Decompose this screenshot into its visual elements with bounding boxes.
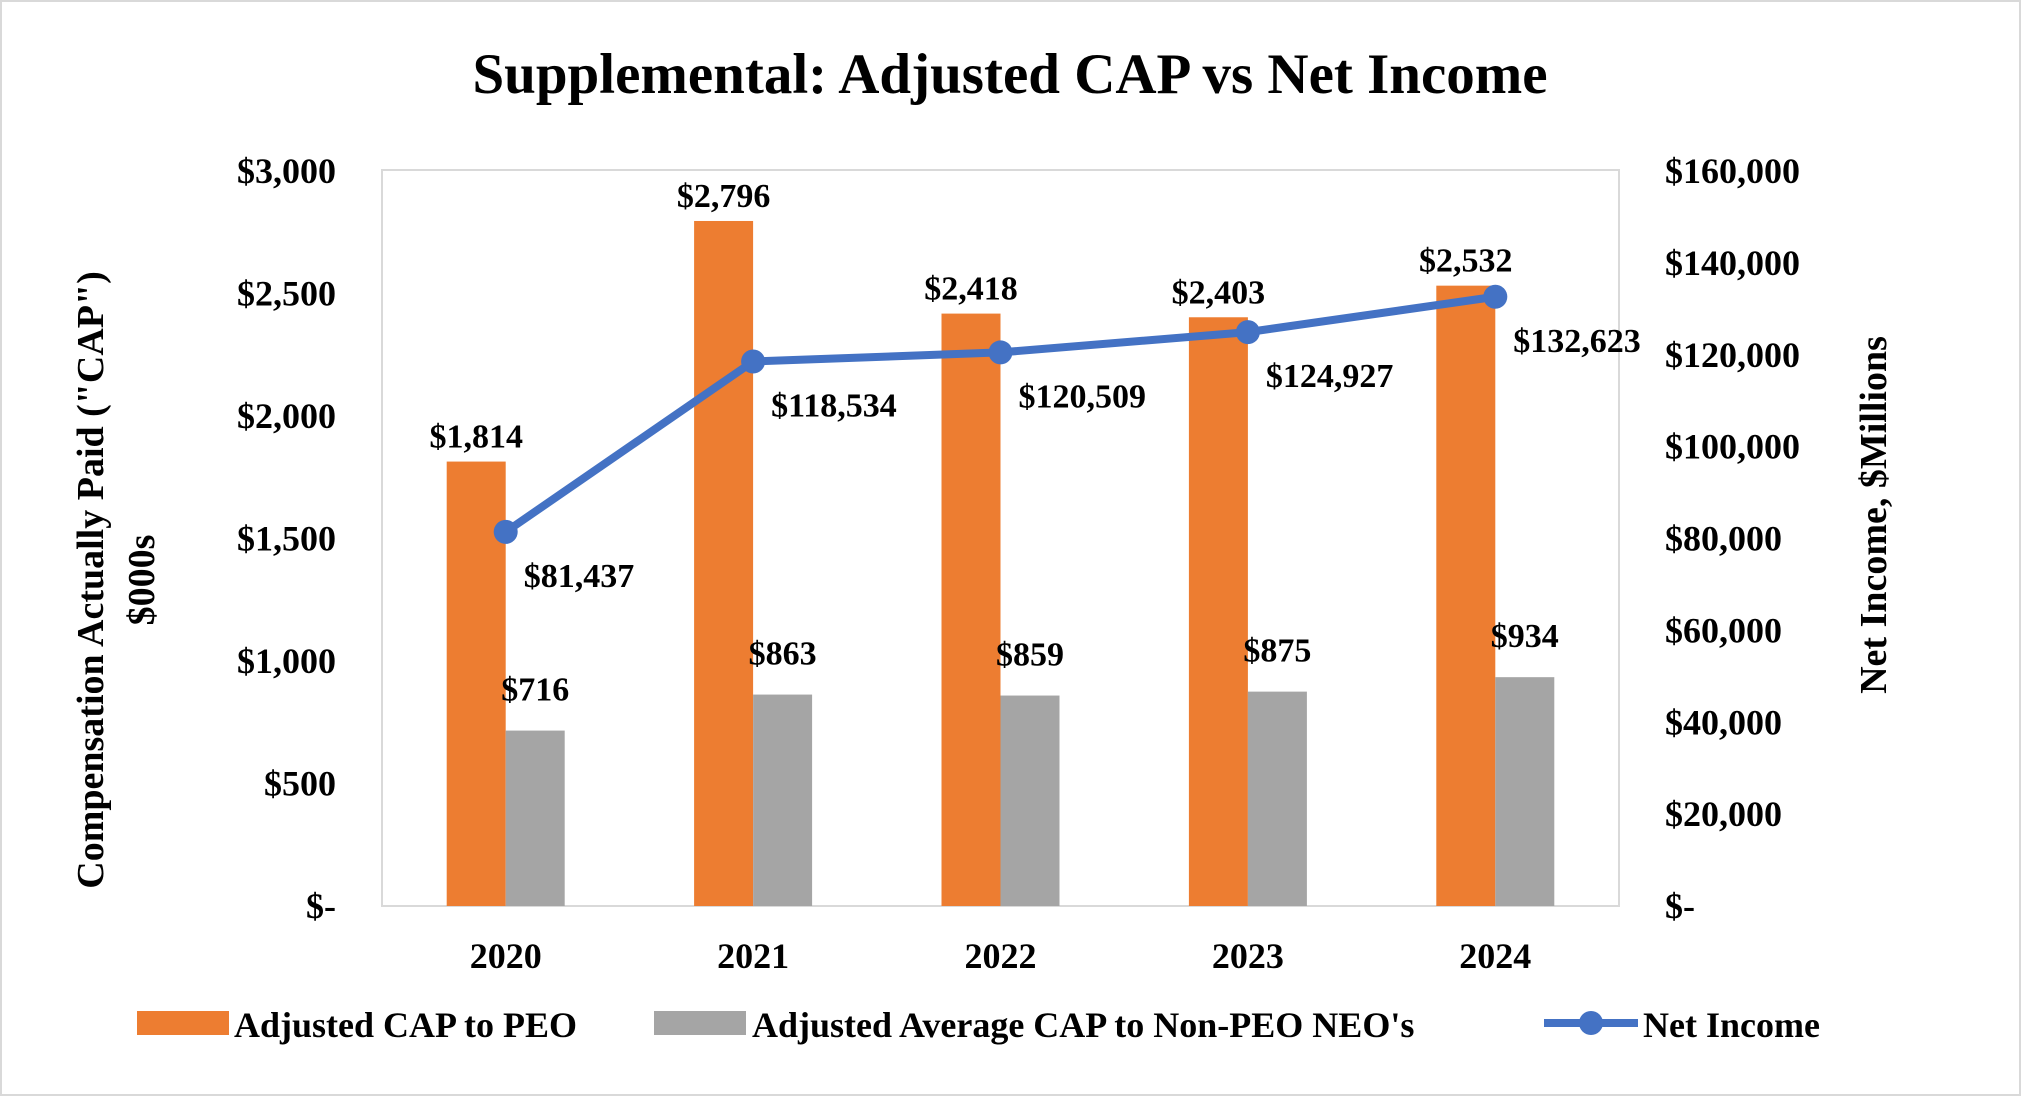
data-label-peo: $2,532 [1419, 243, 1513, 280]
y-right-tick-label: $100,000 [1665, 427, 1800, 467]
bar-adjusted-cap-neo [753, 694, 813, 906]
y-right-tick-label: $140,000 [1665, 243, 1800, 283]
y-right-tick-label: $20,000 [1665, 794, 1782, 834]
y-left-tick-label: $1,000 [237, 641, 336, 681]
legend-swatch-net-income-marker [1579, 1011, 1603, 1035]
data-label-net-income: $120,509 [1019, 378, 1147, 415]
x-tick-label: 2022 [965, 936, 1037, 976]
y-right-tick-label: $80,000 [1665, 519, 1782, 559]
point-net-income [1483, 284, 1508, 309]
x-tick-label: 2024 [1459, 936, 1531, 976]
bar-adjusted-cap-neo [1247, 691, 1307, 906]
data-label-peo: $2,796 [677, 178, 771, 215]
y-right-tick-label: $120,000 [1665, 335, 1800, 375]
y-right-tick-label: $- [1665, 886, 1695, 926]
legend-swatch-neo [654, 1011, 746, 1035]
y-right-tick-label: $60,000 [1665, 610, 1782, 650]
data-label-peo: $2,403 [1172, 274, 1266, 311]
point-net-income [741, 349, 766, 374]
bar-adjusted-cap-neo [505, 730, 565, 906]
legend-label-neo: Adjusted Average CAP to Non-PEO NEO's [752, 1005, 1414, 1045]
point-net-income [1235, 320, 1260, 345]
y-left-axis-title-unit: $000s [121, 535, 163, 626]
data-label-neo: $859 [996, 637, 1064, 674]
data-label-net-income: $132,623 [1513, 323, 1641, 360]
x-tick-label: 2021 [717, 936, 789, 976]
point-net-income [988, 340, 1013, 365]
x-tick-label: 2020 [470, 936, 542, 976]
data-label-peo: $1,814 [429, 419, 523, 456]
legend-label-peo: Adjusted CAP to PEO [234, 1005, 577, 1045]
y-left-tick-label: $- [306, 886, 336, 926]
data-label-neo: $863 [749, 636, 817, 673]
y-left-tick-label: $500 [264, 764, 336, 804]
legend-swatch-peo [137, 1011, 229, 1035]
bar-adjusted-cap-peo [694, 220, 754, 907]
y-right-tick-label: $160,000 [1665, 151, 1800, 191]
y-left-tick-label: $2,500 [237, 274, 336, 314]
y-right-axis-title: Net Income, $Millions [1853, 336, 1895, 694]
y-left-tick-label: $2,000 [237, 396, 336, 436]
bar-adjusted-cap-peo [1188, 317, 1248, 906]
y-left-tick-label: $1,500 [237, 519, 336, 559]
bar-adjusted-cap-neo [1495, 677, 1555, 906]
x-tick-label: 2023 [1212, 936, 1284, 976]
point-net-income [493, 519, 518, 544]
data-label-peo: $2,418 [924, 271, 1018, 308]
data-label-net-income: $118,534 [771, 387, 897, 424]
data-label-neo: $716 [501, 672, 569, 709]
y-left-axis-title: Compensation Actually Paid ("CAP") [70, 271, 112, 888]
y-left-tick-label: $3,000 [237, 151, 336, 191]
y-right-tick-label: $40,000 [1665, 702, 1782, 742]
legend-label-net-income: Net Income [1643, 1005, 1820, 1045]
bar-adjusted-cap-neo [1000, 695, 1060, 906]
chart-title: Supplemental: Adjusted CAP vs Net Income [472, 43, 1547, 106]
data-label-net-income: $81,437 [524, 558, 635, 595]
data-label-neo: $875 [1243, 633, 1311, 670]
data-label-net-income: $124,927 [1266, 358, 1394, 395]
bar-adjusted-cap-peo [941, 313, 1001, 907]
data-label-neo: $934 [1491, 618, 1559, 655]
bar-adjusted-cap-peo [1436, 285, 1496, 906]
